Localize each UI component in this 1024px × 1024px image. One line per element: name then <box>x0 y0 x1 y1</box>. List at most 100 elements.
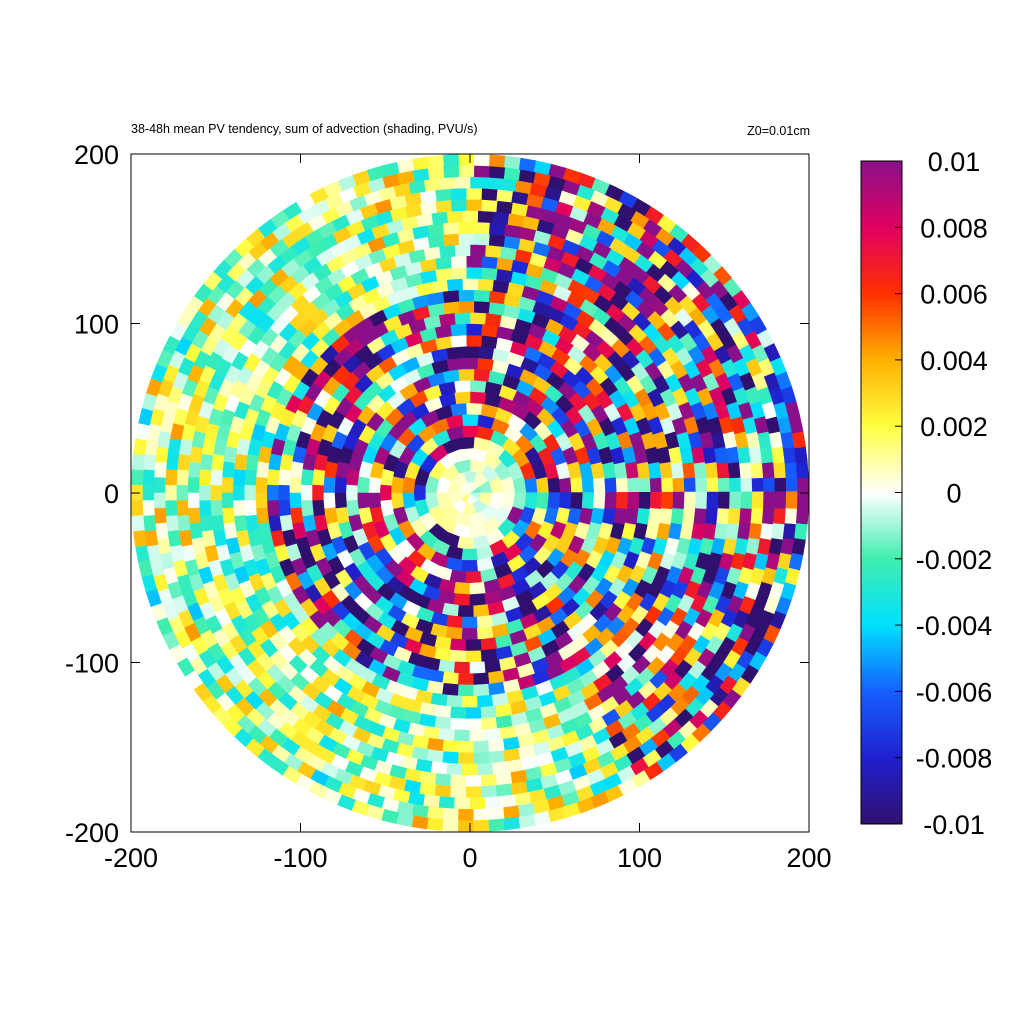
field-cell <box>480 773 499 787</box>
y-tick-label: -200 <box>65 818 119 848</box>
field-cell <box>288 476 302 494</box>
field-cell <box>176 484 188 503</box>
field-cell <box>176 453 191 473</box>
field-cell <box>461 763 480 776</box>
field-cell <box>695 476 708 494</box>
field-cell <box>164 484 177 503</box>
field-cell <box>750 460 764 479</box>
field-cell <box>473 672 491 686</box>
field-cell <box>266 500 280 518</box>
field-cell <box>445 626 464 641</box>
field-cell <box>442 671 461 686</box>
field-cell <box>682 506 696 525</box>
field-cell <box>209 484 222 503</box>
field-cell <box>322 476 336 494</box>
field-cell <box>449 638 468 652</box>
field-cell <box>473 740 491 754</box>
field-cell <box>465 718 484 731</box>
field-cell <box>460 210 479 223</box>
field-cell <box>442 682 460 697</box>
field-cell <box>449 323 467 337</box>
axes: -200 -100 0 100 200 -200 -100 0 100 200 <box>65 140 832 873</box>
field-cell <box>627 491 640 510</box>
field-cell <box>142 454 157 473</box>
field-cell <box>739 460 753 479</box>
field-cell <box>638 492 652 510</box>
colorbar-tick-label: 0.01 <box>928 147 981 177</box>
field-cell <box>277 500 291 518</box>
field-cell <box>456 164 475 178</box>
field-cell <box>473 683 491 697</box>
field-cell <box>449 255 467 269</box>
field-cell <box>461 357 479 370</box>
field-cell <box>131 500 144 519</box>
field-cell <box>441 221 460 235</box>
field-cell <box>479 255 498 269</box>
field-cell <box>266 484 279 503</box>
field-cell <box>131 484 143 503</box>
field-cell <box>706 476 719 494</box>
field-cell <box>615 492 629 510</box>
field-cell <box>716 506 730 525</box>
field-cell <box>751 491 765 509</box>
field-cell <box>449 649 468 663</box>
field-cell <box>785 491 799 509</box>
field-cell <box>782 521 797 540</box>
field-cell <box>457 684 476 697</box>
field-cell <box>457 300 475 313</box>
field-cell <box>187 477 200 495</box>
field-cell <box>390 476 405 494</box>
field-cell <box>221 461 235 480</box>
field-cell <box>469 593 487 607</box>
field-cell <box>670 460 685 479</box>
field-cell <box>334 492 347 510</box>
field-cell <box>457 740 476 754</box>
field-cell <box>164 500 178 518</box>
field-cell <box>142 500 155 518</box>
field-cell <box>464 266 483 279</box>
field-cell <box>131 453 145 473</box>
field-cell <box>453 311 471 325</box>
field-cell <box>465 786 484 799</box>
field-cell <box>784 506 798 525</box>
field-cell <box>484 796 503 810</box>
field-cell <box>705 506 719 525</box>
field-cell <box>255 507 270 526</box>
field-cell <box>693 460 708 479</box>
field-cell <box>494 199 513 214</box>
field-cell <box>461 616 479 629</box>
field-cell <box>464 323 483 336</box>
field-cell <box>454 797 472 810</box>
field-cell <box>487 222 506 236</box>
field-cell <box>480 785 499 799</box>
field-cell <box>604 492 618 510</box>
field-cell <box>729 491 742 509</box>
field-cell <box>449 198 467 212</box>
field-cell <box>487 165 506 179</box>
field-cell <box>547 492 561 510</box>
field-cell <box>356 476 370 494</box>
field-cell <box>449 334 467 348</box>
field-cell <box>345 484 358 502</box>
field-cell <box>797 491 809 509</box>
x-tick-label: 0 <box>462 843 477 873</box>
field-cell <box>483 244 502 258</box>
field-cell <box>453 581 471 596</box>
colorbar-tick-label: -0.006 <box>916 677 993 707</box>
field-cell <box>449 266 467 280</box>
field-cell <box>476 345 495 360</box>
y-tick-label: 100 <box>74 310 119 340</box>
field-cell <box>785 475 799 494</box>
field-cell <box>751 475 765 494</box>
field-cell <box>477 694 495 708</box>
field-cell <box>794 521 809 540</box>
field-cell <box>142 484 154 503</box>
field-cell <box>446 762 464 776</box>
field-cell <box>480 705 499 720</box>
field-cell <box>441 233 460 247</box>
field-cell <box>683 476 697 494</box>
field-cell <box>473 751 491 765</box>
field-cell <box>199 453 214 472</box>
field-cell <box>479 266 498 281</box>
